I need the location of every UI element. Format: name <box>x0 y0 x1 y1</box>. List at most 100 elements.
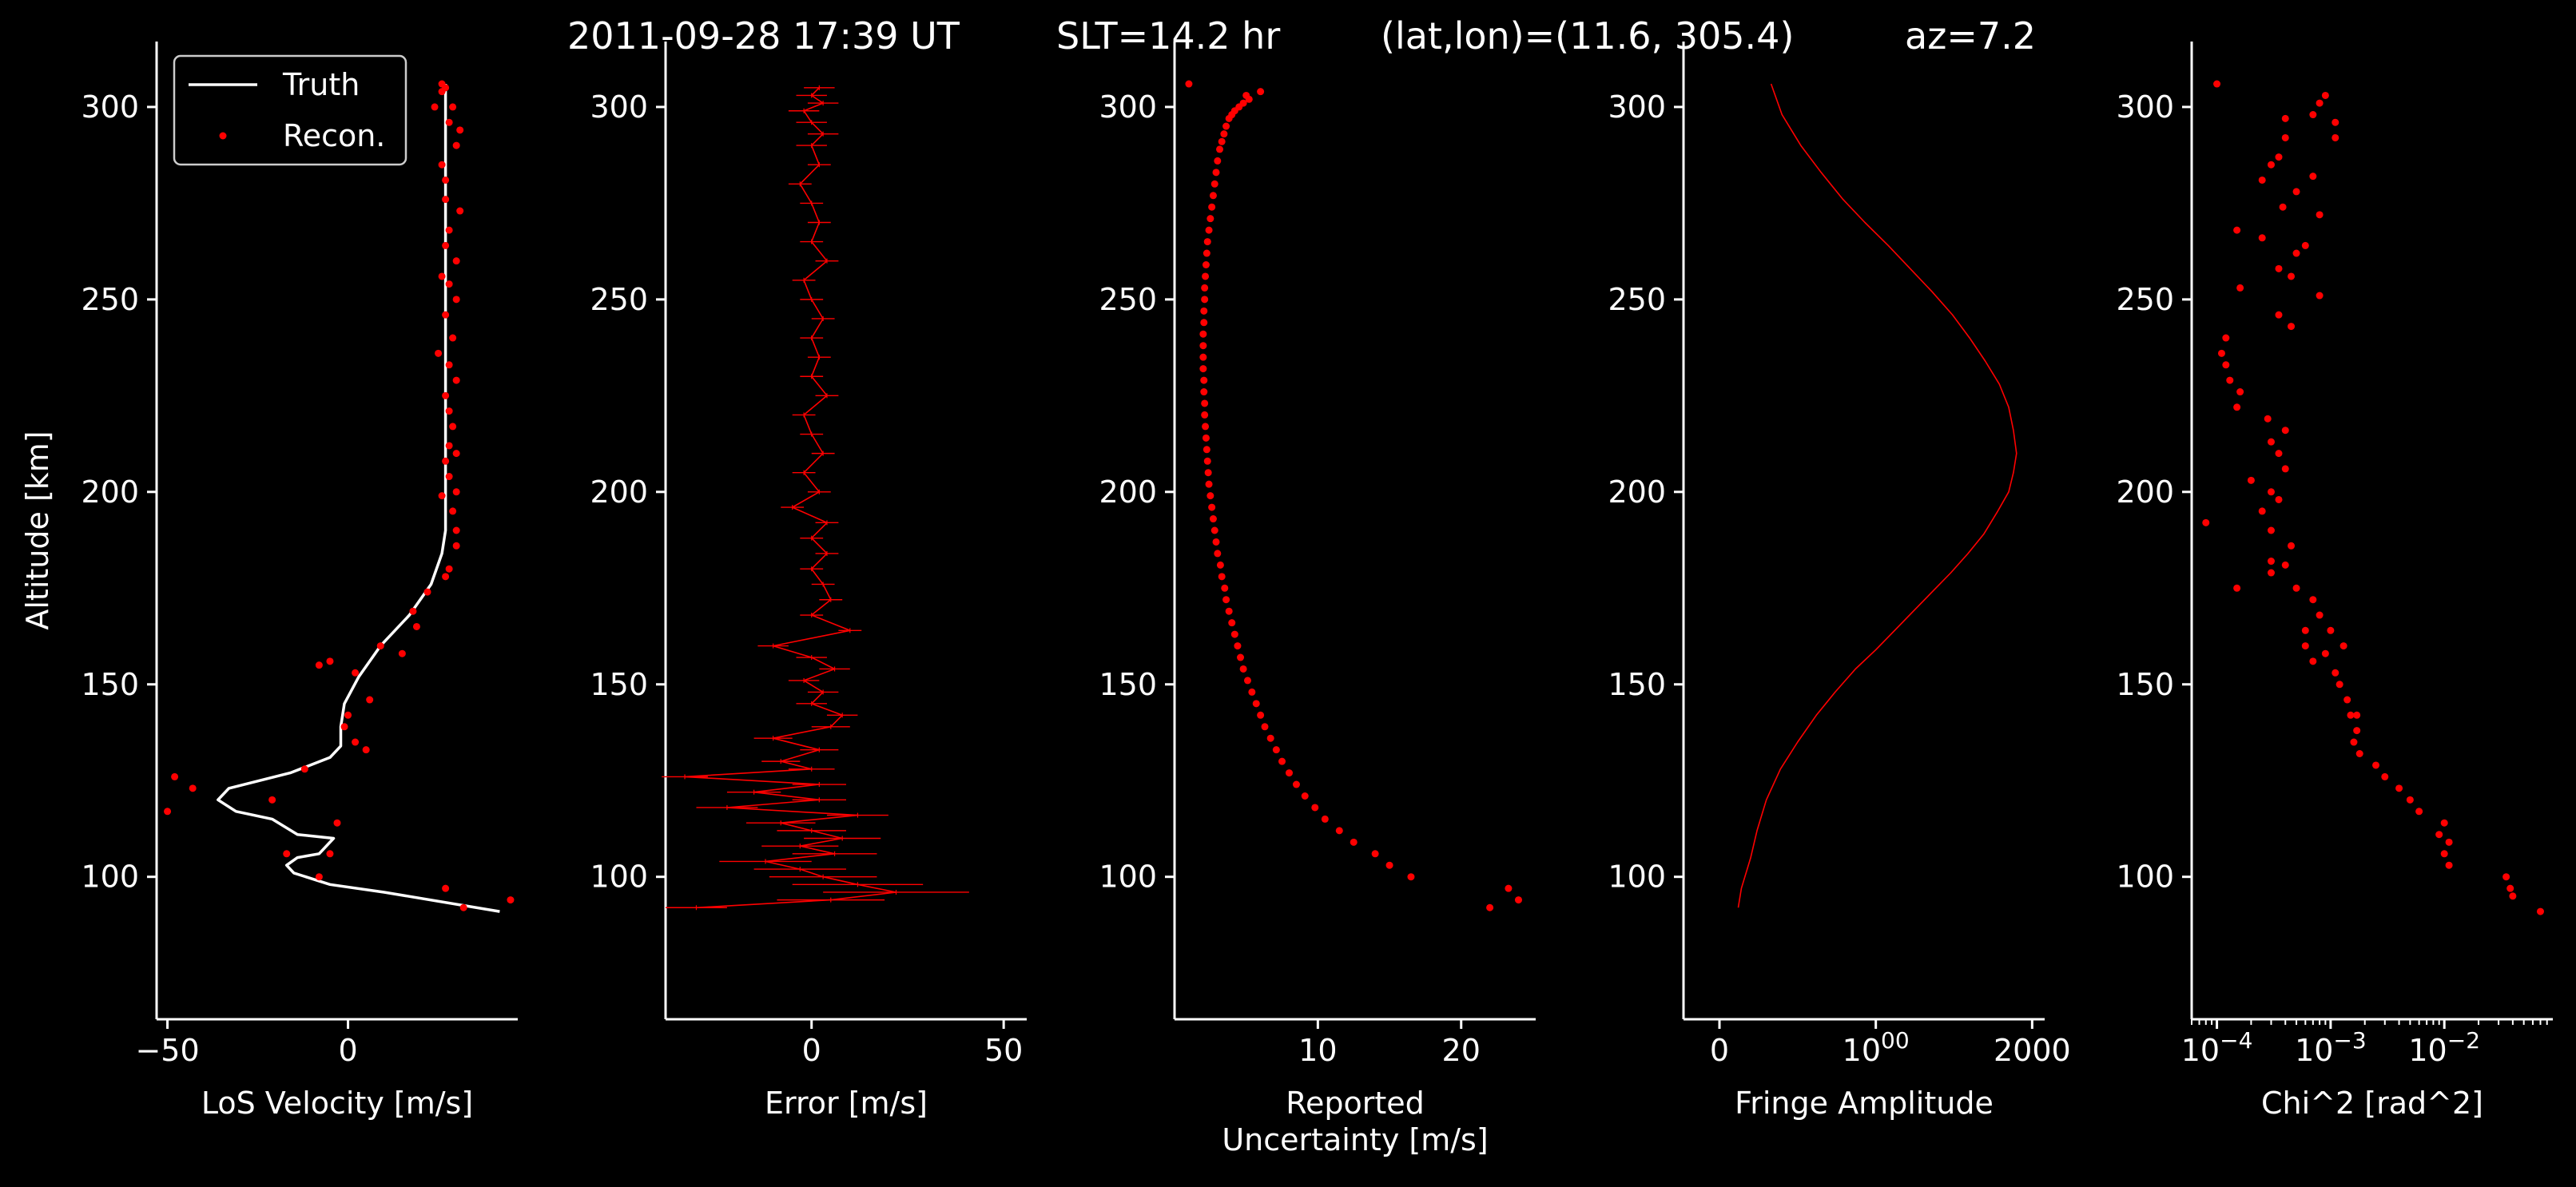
x-tick-label: 10 <box>1298 1033 1337 1068</box>
data-point <box>171 772 179 780</box>
data-point <box>1199 365 1207 373</box>
data-point <box>1210 526 1218 534</box>
data-point <box>2343 696 2351 704</box>
data-point <box>1204 469 1212 477</box>
data-point <box>1285 769 1293 777</box>
data-point <box>1214 550 1222 558</box>
data-point <box>300 765 308 773</box>
data-point <box>398 649 406 657</box>
x-tick-label: 20 <box>1442 1033 1481 1068</box>
title-az: az=7.2 <box>1905 14 2037 58</box>
data-point <box>2321 649 2329 657</box>
data-point <box>2316 611 2324 619</box>
x-tick-label: 2000 <box>1994 1033 2071 1068</box>
y-tick-label: 250 <box>2116 282 2174 317</box>
data-point <box>340 723 348 731</box>
data-point <box>1335 827 1343 835</box>
data-point <box>2226 376 2234 384</box>
panel-5: 100 150 200 250 300 10−4 10−3 10−2 Chi^2 [rad^2] <box>2116 42 2553 1121</box>
x-axis-label: LoS Velocity [m/s] <box>201 1086 473 1121</box>
x-axis-label: Chi^2 [rad^2] <box>2261 1086 2483 1121</box>
data-point <box>449 423 457 431</box>
data-point <box>1202 423 1210 431</box>
data-point <box>362 746 370 754</box>
data-point <box>438 272 446 280</box>
data-point <box>1218 573 1226 581</box>
data-point <box>2353 711 2361 719</box>
data-point <box>445 226 453 234</box>
data-point <box>1212 169 1220 177</box>
data-point <box>1203 249 1210 257</box>
legend-recon-marker <box>219 132 227 140</box>
data-point <box>164 808 172 816</box>
data-point <box>2288 542 2296 550</box>
data-point <box>2536 907 2544 915</box>
data-point <box>2236 388 2244 396</box>
data-point <box>1205 480 1213 488</box>
x-tick-label: 10−4 <box>2181 1027 2253 1068</box>
data-point <box>1301 792 1309 800</box>
data-point <box>2258 176 2266 184</box>
data-point <box>507 896 515 904</box>
data-point <box>315 873 323 881</box>
data-point <box>1278 757 1286 765</box>
data-point <box>2281 465 2289 473</box>
data-point <box>1209 192 1217 200</box>
data-point <box>2267 558 2275 566</box>
data-point <box>2502 873 2510 881</box>
y-tick-label: 200 <box>2116 474 2174 510</box>
data-point <box>438 492 446 500</box>
data-point <box>1505 884 1513 892</box>
data-point <box>2275 495 2283 503</box>
data-point <box>1221 584 1229 592</box>
data-point <box>1203 457 1211 465</box>
data-point <box>2267 488 2275 496</box>
y-tick-label: 200 <box>590 474 648 510</box>
data-point <box>1407 873 1415 881</box>
data-point <box>1210 180 1218 188</box>
data-point <box>1201 284 1209 292</box>
y-tick-label: 300 <box>2116 89 2174 125</box>
data-point <box>1200 307 1208 315</box>
panel-2: 100 150 200 250 300 0 50 Error [m/s] <box>590 42 1027 1121</box>
data-point <box>1207 492 1214 500</box>
data-point <box>1202 434 1210 442</box>
data-point <box>1212 538 1220 546</box>
data-point <box>1222 596 1230 604</box>
data-point <box>1486 903 1494 911</box>
y-tick-label: 200 <box>1099 474 1157 510</box>
data-point <box>2222 361 2230 369</box>
data-point <box>1222 122 1230 130</box>
data-point <box>2381 772 2389 780</box>
data-point <box>1199 342 1207 350</box>
data-point <box>2301 241 2309 249</box>
data-point <box>2213 80 2221 88</box>
data-point <box>2258 507 2266 515</box>
data-point <box>2288 272 2296 280</box>
data-point <box>1200 319 1208 327</box>
data-point <box>1201 411 1209 419</box>
y-tick-label: 100 <box>1608 859 1666 895</box>
data-point <box>2353 727 2361 735</box>
data-point <box>2267 438 2275 446</box>
data-point <box>2335 681 2343 689</box>
x-tick-label: 0 <box>1710 1033 1729 1068</box>
data-point <box>1208 503 1216 511</box>
data-point <box>2332 118 2339 126</box>
data-point <box>2339 642 2347 650</box>
data-point <box>2309 173 2317 181</box>
data-point <box>442 457 450 465</box>
y-tick-label: 100 <box>1099 859 1157 895</box>
data-point <box>1207 215 1214 223</box>
title-datetime: 2011-09-28 17:39 UT <box>567 14 960 58</box>
data-point <box>449 334 457 342</box>
data-point <box>1225 607 1233 615</box>
data-point <box>1203 446 1210 454</box>
data-point <box>2233 226 2241 234</box>
data-point <box>1321 815 1329 823</box>
data-point <box>2309 111 2317 119</box>
data-point <box>2233 403 2241 411</box>
data-point <box>2321 91 2329 99</box>
y-tick-label: 200 <box>1608 474 1666 510</box>
